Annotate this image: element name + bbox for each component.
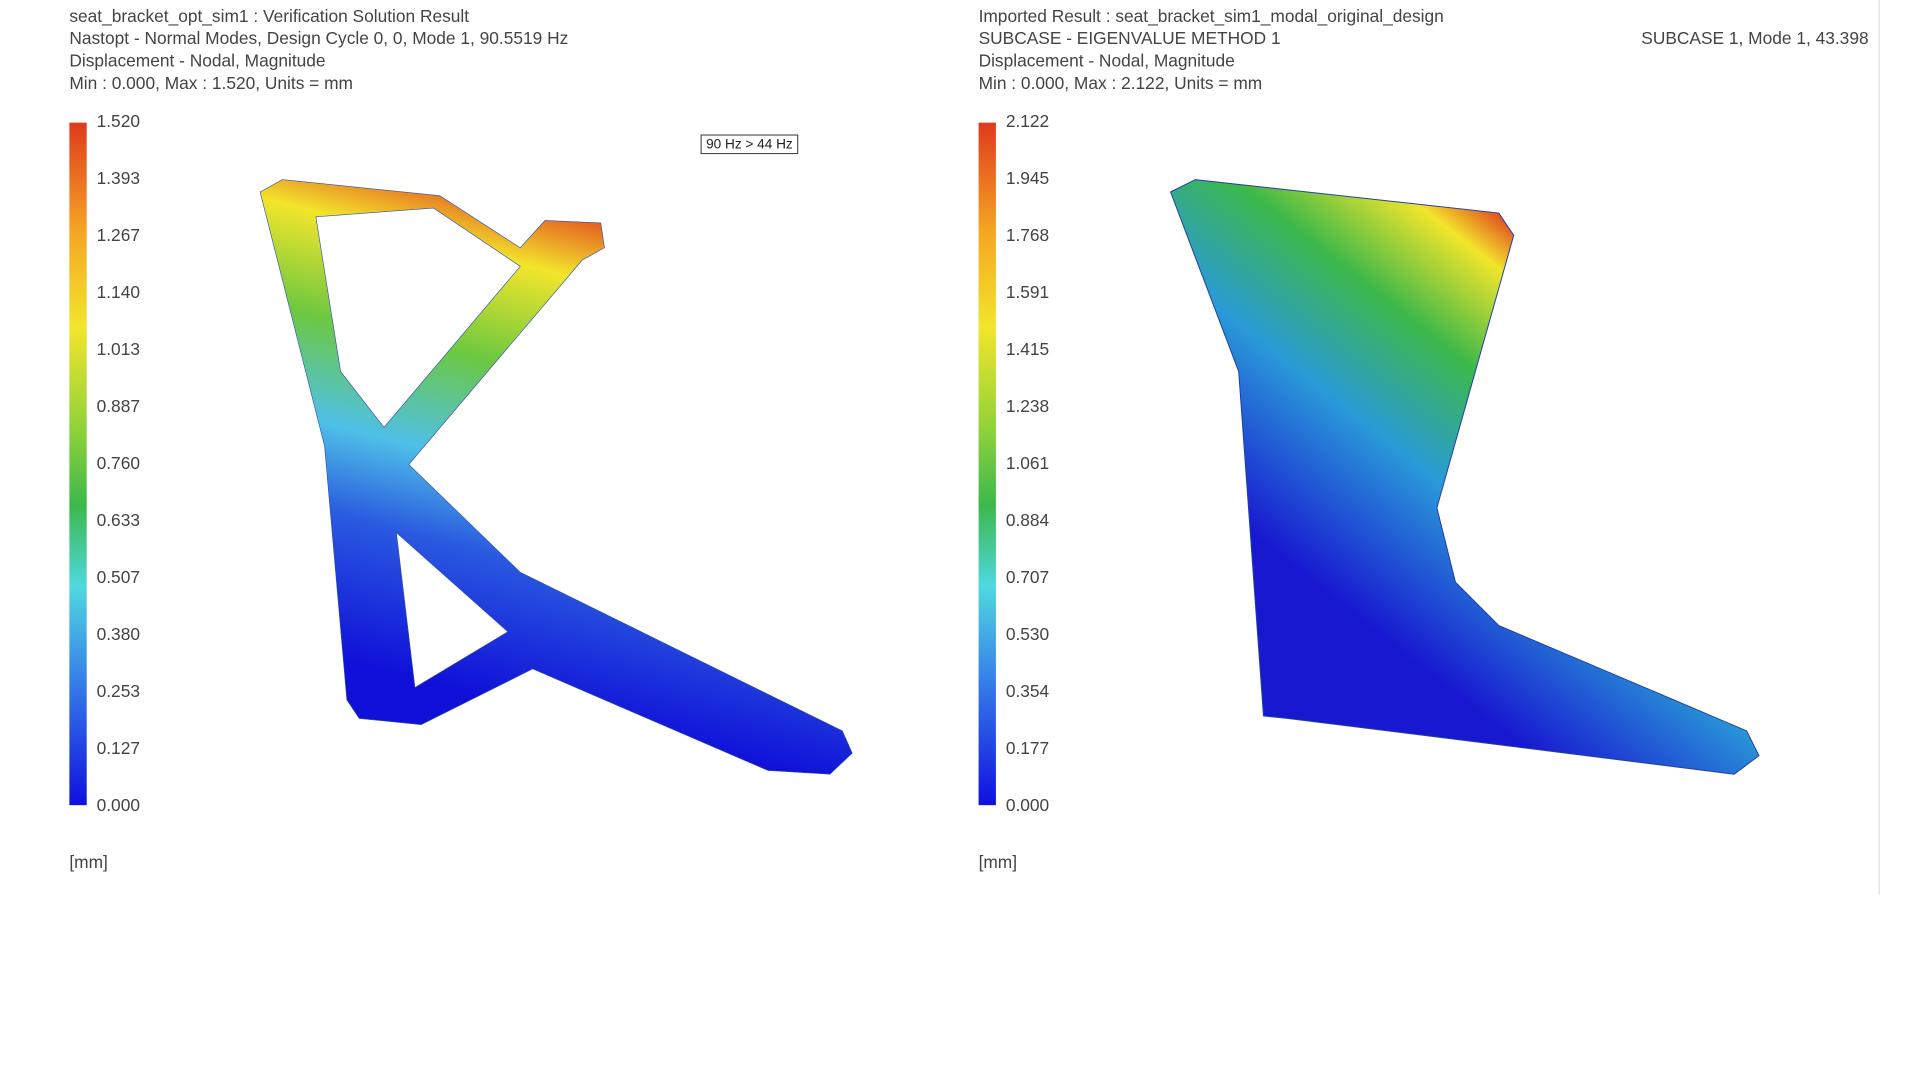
header-line: Min : 0.000, Max : 2.122, Units = mm (979, 73, 1263, 93)
legend-label: 0.000 (1006, 795, 1049, 815)
header-line: Min : 0.000, Max : 1.520, Units = mm (69, 73, 353, 93)
unit-label: [mm] (69, 852, 108, 872)
color-bar (69, 122, 87, 806)
optimized-bracket (259, 179, 853, 775)
legend-label: 1.013 (97, 339, 140, 359)
legend-label: 1.520 (97, 111, 140, 131)
legend-label: 2.122 (1006, 111, 1049, 131)
legend-label: 0.354 (1006, 681, 1050, 701)
color-bar (978, 122, 996, 806)
annotation: 90 Hz > 44 Hz (706, 137, 793, 152)
legend-label: 1.238 (1006, 396, 1049, 416)
unit-label: [mm] (979, 852, 1018, 872)
content: seat_bracket_opt_sim1 : Verification Sol… (69, 0, 1880, 895)
header-line: Displacement - Nodal, Magnitude (69, 51, 325, 71)
legend-label: 1.768 (1006, 225, 1049, 245)
legend-label: 0.253 (97, 681, 140, 701)
legend-label: 1.140 (97, 282, 140, 302)
legend-label: 0.633 (97, 510, 140, 530)
header-line: Nastopt - Normal Modes, Design Cycle 0, … (69, 28, 568, 48)
legend-label: 0.530 (1006, 624, 1049, 644)
legend-label: 0.507 (97, 567, 140, 587)
legend-label: 0.000 (97, 795, 140, 815)
corner-label: SUBCASE 1, Mode 1, 43.398 (1641, 28, 1868, 48)
legend-label: 1.945 (1006, 168, 1049, 188)
legend-label: 0.887 (97, 396, 140, 416)
legend-label: 1.061 (1006, 453, 1049, 473)
legend-label: 0.760 (97, 453, 140, 473)
original-bracket (1169, 179, 1760, 775)
legend-label: 0.884 (1006, 510, 1050, 530)
annotation-box (700, 134, 799, 155)
legend-label: 0.127 (97, 738, 140, 758)
header-line: seat_bracket_opt_sim1 : Verification Sol… (69, 6, 469, 26)
header-line: Imported Result : seat_bracket_sim1_moda… (979, 6, 1444, 26)
legend-label: 1.415 (1006, 339, 1049, 359)
legend-label: 0.177 (1006, 738, 1049, 758)
legend-label: 0.380 (97, 624, 140, 644)
header-line: Displacement - Nodal, Magnitude (979, 51, 1235, 71)
legend-label: 1.393 (97, 168, 140, 188)
legend-label: 1.267 (97, 225, 140, 245)
header-line: SUBCASE - EIGENVALUE METHOD 1 (979, 28, 1281, 48)
legend-label: 1.591 (1006, 282, 1049, 302)
legend-label: 0.707 (1006, 567, 1049, 587)
